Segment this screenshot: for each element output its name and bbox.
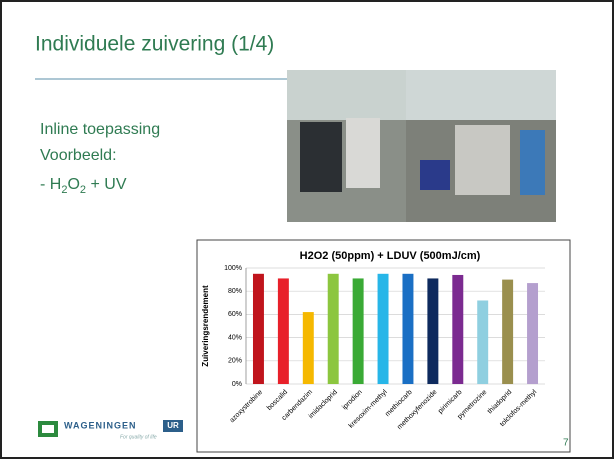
y-tick-label: 40% — [228, 334, 242, 341]
logo-badge-text: UR — [167, 421, 179, 430]
y-tick-label: 0% — [232, 381, 242, 388]
photo-sky — [287, 70, 406, 120]
bar — [378, 274, 389, 384]
y-tick-label: 60% — [228, 311, 242, 318]
formula-part: - H — [40, 176, 61, 193]
photo-pump — [420, 160, 450, 190]
bar — [452, 275, 463, 384]
page-number: 7 — [563, 438, 569, 449]
bar — [402, 274, 413, 384]
slide: Individuele zuivering (1/4) Inline toepa… — [0, 0, 614, 459]
photos — [287, 70, 556, 222]
bar — [303, 312, 314, 384]
photo-machine — [346, 118, 380, 188]
chart-title: H2O2 (50ppm) + LDUV (500mJ/cm) — [300, 250, 481, 262]
bar — [527, 283, 538, 384]
bar — [253, 274, 264, 384]
photo-machine — [300, 122, 342, 192]
formula-part: O — [67, 176, 79, 193]
y-axis-label: Zuiveringsrendement — [201, 285, 210, 367]
y-tick-label: 20% — [228, 358, 242, 365]
photo-sky — [406, 70, 556, 120]
bar — [477, 300, 488, 384]
bar — [502, 280, 513, 384]
bar — [353, 278, 364, 384]
y-tick-label: 80% — [228, 288, 242, 295]
bar — [278, 278, 289, 384]
photo-tank — [520, 130, 545, 195]
bar — [427, 278, 438, 384]
bar — [328, 274, 339, 384]
body-line: Inline toepassing — [40, 121, 160, 138]
page: { "slide": { "title": "Individuele zuive… — [0, 0, 614, 459]
logo-tagline: For quality of life — [120, 434, 157, 440]
photo-machine — [455, 125, 510, 195]
formula-part: + UV — [86, 176, 127, 193]
logo-icon-inner — [42, 425, 54, 433]
body-line: Voorbeeld: — [40, 147, 117, 164]
logo-name: WAGENINGEN — [64, 420, 137, 430]
slide-title: Individuele zuivering (1/4) — [35, 33, 274, 56]
y-tick-label: 100% — [224, 265, 242, 272]
